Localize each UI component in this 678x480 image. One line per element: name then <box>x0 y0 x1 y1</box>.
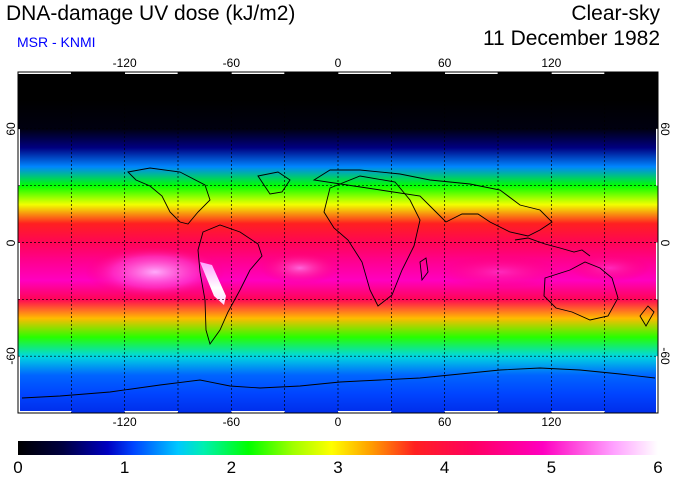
lat-tick-label: -60 <box>658 347 672 365</box>
south-pacific-hotspot <box>570 254 650 282</box>
sky-condition-label: Clear-sky <box>571 2 660 25</box>
lon-tick-label: -60 <box>222 56 240 70</box>
lon-tick-label: -60 <box>222 415 240 429</box>
map-frame <box>17 71 659 414</box>
lat-tick-label: 0 <box>658 239 672 246</box>
atlantic-hotspot <box>260 252 340 284</box>
colorbar-tick-label: 0 <box>13 458 23 477</box>
uv-dose-map <box>17 71 659 414</box>
colorbar-tick-label: 4 <box>439 458 450 477</box>
lon-tick-label: 0 <box>334 56 342 70</box>
lon-tick-label: -120 <box>112 415 137 429</box>
lat-tick-label: 0 <box>4 239 18 246</box>
andes-hotspot <box>200 262 226 305</box>
africa-coast <box>323 175 421 307</box>
lon-tick-label: 60 <box>437 415 452 429</box>
lon-tick-label: 120 <box>541 56 562 70</box>
source-label: MSR - KNMI <box>17 34 96 50</box>
colorbar-tick-label: 2 <box>226 458 237 477</box>
lon-tick-label: 60 <box>437 56 452 70</box>
lon-tick-label: 0 <box>334 415 342 429</box>
australia-coast <box>543 261 619 321</box>
new-zealand-coast <box>639 305 655 327</box>
indonesia-coast <box>514 237 591 257</box>
lat-tick-label: -60 <box>4 347 18 365</box>
indian-hotspot <box>440 256 560 288</box>
map-title: DNA-damage UV dose (kJ/m2) <box>6 2 296 25</box>
colorbar <box>18 441 658 455</box>
pacific-hotspot <box>85 246 225 298</box>
south-america-coast <box>197 224 263 346</box>
colorbar-tick-label: 1 <box>119 458 130 477</box>
lon-tick-label: -120 <box>112 56 137 70</box>
graticule <box>18 72 658 413</box>
antarctica-coast <box>21 367 656 399</box>
colorbar-tick-label: 5 <box>546 458 557 477</box>
colorbar-tick-label: 6 <box>653 458 663 477</box>
colorbar-tick-label: 3 <box>333 458 343 477</box>
lat-tick-label: 60 <box>658 122 672 136</box>
lon-tick-label: 120 <box>541 415 562 429</box>
madagascar-coast <box>419 257 429 282</box>
lat-tick-label: 60 <box>4 122 18 136</box>
europe-asia-coast <box>312 169 553 237</box>
date-label: 11 December 1982 <box>482 27 660 50</box>
